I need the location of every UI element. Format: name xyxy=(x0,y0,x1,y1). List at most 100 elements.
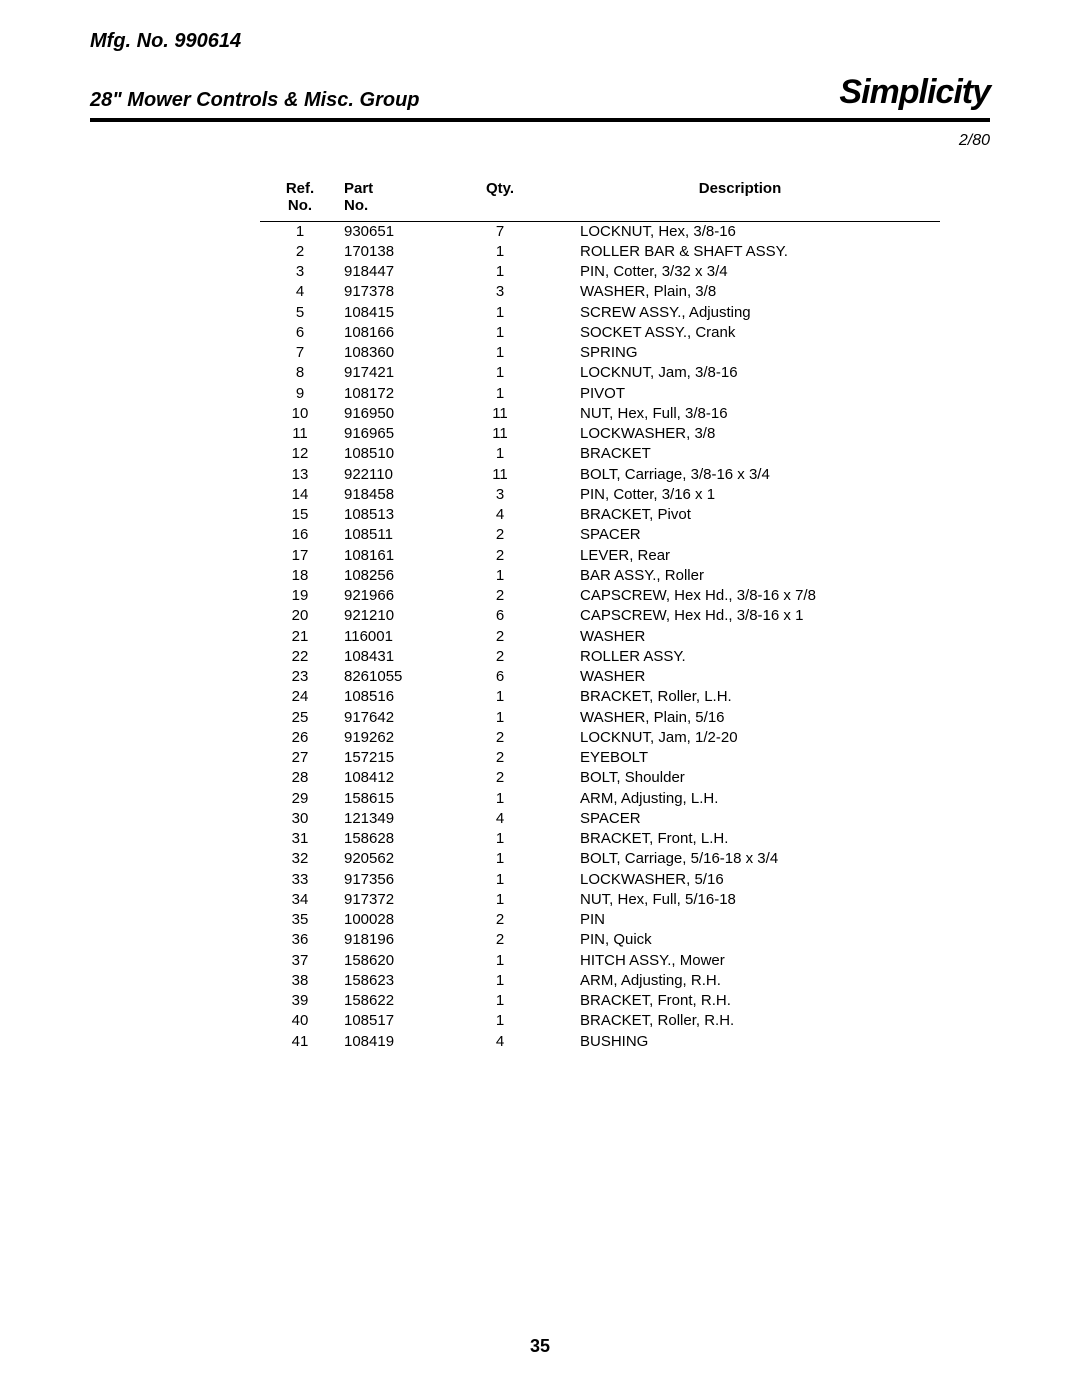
cell-ref: 25 xyxy=(260,708,340,728)
cell-qty: 11 xyxy=(460,404,540,424)
cell-part: 918458 xyxy=(340,485,460,505)
cell-qty: 2 xyxy=(460,768,540,788)
table-row: 71083601SPRING xyxy=(260,343,940,363)
cell-qty: 1 xyxy=(460,384,540,404)
cell-part: 917356 xyxy=(340,870,460,890)
cell-ref: 11 xyxy=(260,424,340,444)
cell-desc: PIN, Cotter, 3/32 x 3/4 xyxy=(540,262,940,282)
cell-qty: 6 xyxy=(460,606,540,626)
cell-qty: 4 xyxy=(460,809,540,829)
page-number: 35 xyxy=(0,1336,1080,1357)
col-header-qty: Qty. xyxy=(460,180,540,215)
cell-desc: LOCKNUT, Jam, 3/8-16 xyxy=(540,363,940,383)
cell-desc: CAPSCREW, Hex Hd., 3/8-16 x 7/8 xyxy=(540,586,940,606)
cell-part: 100028 xyxy=(340,910,460,930)
page: Mfg. No. 990614 28" Mower Controls & Mis… xyxy=(0,0,1080,1397)
cell-qty: 1 xyxy=(460,951,540,971)
table-row: 351000282PIN xyxy=(260,910,940,930)
cell-desc: BOLT, Carriage, 5/16-18 x 3/4 xyxy=(540,849,940,869)
table-row: 301213494SPACER xyxy=(260,809,940,829)
page-title: 28" Mower Controls & Misc. Group xyxy=(90,89,420,112)
cell-ref: 13 xyxy=(260,465,340,485)
table-row: 209212106CAPSCREW, Hex Hd., 3/8-16 x 1 xyxy=(260,606,940,626)
table-row: 199219662CAPSCREW, Hex Hd., 3/8-16 x 7/8 xyxy=(260,586,940,606)
table-row: 269192622LOCKNUT, Jam, 1/2-20 xyxy=(260,728,940,748)
cell-qty: 2 xyxy=(460,525,540,545)
cell-part: 158622 xyxy=(340,991,460,1011)
cell-qty: 1 xyxy=(460,262,540,282)
cell-part: 116001 xyxy=(340,627,460,647)
cell-part: 919262 xyxy=(340,728,460,748)
cell-part: 916950 xyxy=(340,404,460,424)
cell-desc: WASHER, Plain, 5/16 xyxy=(540,708,940,728)
table-row: 391586221BRACKET, Front, R.H. xyxy=(260,991,940,1011)
table-row: 1392211011BOLT, Carriage, 3/8-16 x 3/4 xyxy=(260,465,940,485)
col-header-part: Part No. xyxy=(340,180,460,215)
cell-desc: LOCKNUT, Hex, 3/8-16 xyxy=(540,222,940,242)
table-row: 61081661SOCKET ASSY., Crank xyxy=(260,323,940,343)
table-row: 181082561BAR ASSY., Roller xyxy=(260,566,940,586)
cell-desc: WASHER, Plain, 3/8 xyxy=(540,282,940,302)
table-row: 241085161BRACKET, Roller, L.H. xyxy=(260,687,940,707)
cell-qty: 1 xyxy=(460,363,540,383)
cell-qty: 1 xyxy=(460,303,540,323)
cell-qty: 2 xyxy=(460,627,540,647)
cell-part: 917372 xyxy=(340,890,460,910)
cell-desc: WASHER xyxy=(540,667,940,687)
table-row: 271572152EYEBOLT xyxy=(260,748,940,768)
table-row: 349173721NUT, Hex, Full, 5/16-18 xyxy=(260,890,940,910)
cell-ref: 15 xyxy=(260,505,340,525)
cell-qty: 1 xyxy=(460,708,540,728)
cell-ref: 18 xyxy=(260,566,340,586)
brand-logo: Simplicity xyxy=(839,73,990,112)
table-row: 21701381ROLLER BAR & SHAFT ASSY. xyxy=(260,242,940,262)
cell-qty: 2 xyxy=(460,728,540,748)
cell-part: 918196 xyxy=(340,930,460,950)
cell-ref: 2 xyxy=(260,242,340,262)
page-date: 2/80 xyxy=(90,132,990,150)
cell-part: 158623 xyxy=(340,971,460,991)
cell-ref: 31 xyxy=(260,829,340,849)
cell-part: 917421 xyxy=(340,363,460,383)
cell-part: 108166 xyxy=(340,323,460,343)
cell-ref: 41 xyxy=(260,1032,340,1052)
cell-ref: 23 xyxy=(260,667,340,687)
cell-desc: SPACER xyxy=(540,809,940,829)
table-row: 1191696511LOCKWASHER, 3/8 xyxy=(260,424,940,444)
cell-ref: 20 xyxy=(260,606,340,626)
table-row: 151085134BRACKET, Pivot xyxy=(260,505,940,525)
cell-part: 917378 xyxy=(340,282,460,302)
table-row: 329205621BOLT, Carriage, 5/16-18 x 3/4 xyxy=(260,849,940,869)
table-row: 381586231ARM, Adjusting, R.H. xyxy=(260,971,940,991)
cell-ref: 40 xyxy=(260,1011,340,1031)
cell-desc: LEVER, Rear xyxy=(540,546,940,566)
cell-desc: BRACKET xyxy=(540,444,940,464)
cell-part: 108360 xyxy=(340,343,460,363)
cell-ref: 27 xyxy=(260,748,340,768)
cell-qty: 3 xyxy=(460,282,540,302)
cell-part: 8261055 xyxy=(340,667,460,687)
cell-part: 922110 xyxy=(340,465,460,485)
table-row: 89174211LOCKNUT, Jam, 3/8-16 xyxy=(260,363,940,383)
table-row: 369181962PIN, Quick xyxy=(260,930,940,950)
cell-ref: 32 xyxy=(260,849,340,869)
cell-part: 921966 xyxy=(340,586,460,606)
table-row: 339173561LOCKWASHER, 5/16 xyxy=(260,870,940,890)
cell-qty: 1 xyxy=(460,242,540,262)
cell-desc: BRACKET, Roller, L.H. xyxy=(540,687,940,707)
cell-ref: 38 xyxy=(260,971,340,991)
col-header-desc: Description xyxy=(540,180,940,215)
cell-desc: LOCKNUT, Jam, 1/2-20 xyxy=(540,728,940,748)
table-row: 311586281BRACKET, Front, L.H. xyxy=(260,829,940,849)
cell-part: 158620 xyxy=(340,951,460,971)
cell-ref: 39 xyxy=(260,991,340,1011)
table-row: 371586201HITCH ASSY., Mower xyxy=(260,951,940,971)
cell-ref: 34 xyxy=(260,890,340,910)
cell-ref: 6 xyxy=(260,323,340,343)
cell-desc: ARM, Adjusting, R.H. xyxy=(540,971,940,991)
table-row: 1091695011NUT, Hex, Full, 3/8-16 xyxy=(260,404,940,424)
cell-desc: BRACKET, Front, R.H. xyxy=(540,991,940,1011)
cell-ref: 36 xyxy=(260,930,340,950)
cell-part: 918447 xyxy=(340,262,460,282)
cell-qty: 4 xyxy=(460,505,540,525)
